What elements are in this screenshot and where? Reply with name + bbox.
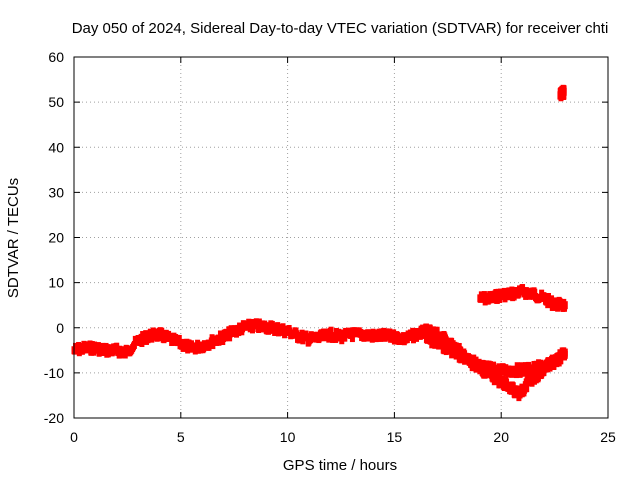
data-point — [555, 303, 561, 312]
x-tick-label: 25 — [600, 429, 616, 445]
data-point — [417, 331, 423, 340]
y-tick-label: 30 — [48, 184, 64, 200]
series-upper-arc — [477, 284, 568, 312]
y-tick-label: -20 — [44, 410, 64, 426]
data-point — [122, 350, 128, 359]
data-point — [491, 361, 497, 370]
series-outlier — [557, 84, 567, 102]
data-point — [236, 328, 242, 337]
data-point — [176, 334, 182, 343]
y-tick-label: 50 — [48, 94, 64, 110]
data-point — [478, 363, 484, 372]
x-tick-label: 5 — [177, 429, 185, 445]
y-tick-label: 60 — [48, 49, 64, 65]
y-tick-label: 0 — [56, 320, 64, 336]
data-point — [349, 334, 355, 343]
x-tick-label: 15 — [387, 429, 403, 445]
data-point — [275, 322, 281, 331]
data-point — [156, 333, 162, 342]
y-tick-label: 10 — [48, 275, 64, 291]
data-point — [280, 323, 286, 332]
data-point — [524, 384, 530, 393]
data-point — [300, 336, 306, 345]
x-tick-label: 20 — [493, 429, 509, 445]
data-point — [526, 361, 532, 370]
data-point — [169, 338, 175, 347]
data-point — [515, 362, 521, 371]
data-point — [328, 326, 334, 335]
plot-area — [71, 84, 568, 402]
y-axis-label: SDTVAR / TECUs — [5, 178, 22, 298]
data-point — [562, 301, 568, 310]
data-point — [558, 356, 564, 365]
data-point — [501, 383, 507, 392]
data-point — [159, 327, 165, 336]
x-tick-label: 10 — [280, 429, 296, 445]
data-point — [149, 334, 155, 343]
data-point — [139, 339, 145, 348]
data-point — [503, 364, 509, 373]
data-point — [562, 348, 568, 357]
data-point — [532, 288, 538, 297]
data-point — [250, 325, 256, 334]
y-tick-label: 40 — [48, 139, 64, 155]
y-tick-label: -10 — [44, 365, 64, 381]
data-point — [561, 87, 567, 96]
data-point — [391, 329, 397, 338]
data-point — [342, 333, 348, 342]
data-point — [557, 297, 563, 306]
data-point — [508, 386, 514, 395]
data-point — [185, 345, 191, 354]
data-point — [420, 324, 426, 333]
data-point — [434, 326, 440, 335]
chart-title: Day 050 of 2024, Sidereal Day-to-day VTE… — [72, 20, 609, 37]
series-lower-branch — [423, 332, 568, 402]
x-tick-label: 0 — [70, 429, 78, 445]
data-point — [504, 378, 510, 387]
tick-marks — [73, 56, 609, 419]
tick-labels: 0 5 10 15 20 25 -20 -10 0 10 20 30 40 50 60 — [44, 49, 616, 445]
y-tick-label: 20 — [48, 230, 64, 246]
x-axis-label: GPS time / hours — [283, 457, 397, 474]
data-point — [272, 327, 278, 336]
